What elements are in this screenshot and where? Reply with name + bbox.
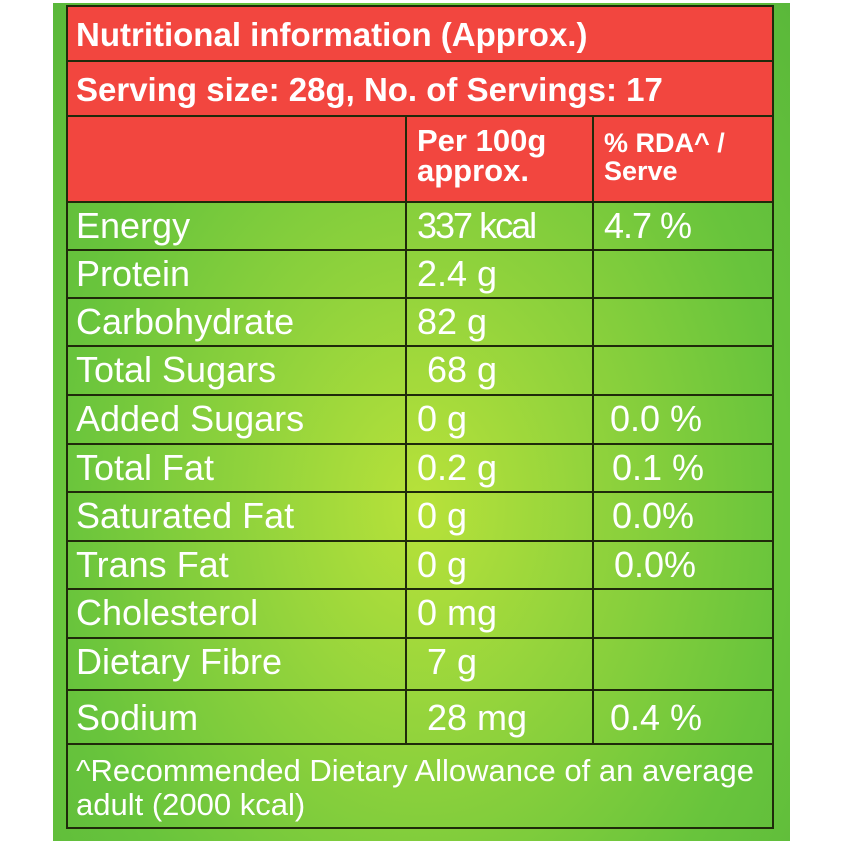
table-row: Saturated Fat 0 g 0.0%: [68, 493, 772, 542]
rda-value: 0.0%: [592, 542, 772, 588]
per-100g-value: 68 g: [405, 347, 592, 394]
per-100g-value: 0 g: [405, 396, 592, 443]
per-100g-value: 82 g: [405, 299, 592, 345]
per-100g-value: 28 mg: [405, 691, 592, 743]
nutrient-name: Added Sugars: [76, 398, 305, 439]
nutrient-name: Cholesterol: [76, 592, 259, 633]
table-row: Sodium 28 mg 0.4 %: [68, 691, 772, 745]
nutrient-name: Dietary Fibre: [76, 641, 283, 682]
nutrient-name: Saturated Fat: [76, 495, 295, 536]
table-row: Dietary Fibre 7 g: [68, 639, 772, 691]
rda-value: [592, 251, 772, 297]
nutrient-name: Protein: [76, 253, 191, 294]
table-row: Cholesterol 0 mg: [68, 590, 772, 639]
nutrient-name: Total Sugars: [76, 349, 277, 390]
nutrient-name: Sodium: [76, 697, 199, 738]
table-row: Carbohydrate 82 g: [68, 299, 772, 347]
header-rda-per-serve: % RDA^ / Serve: [592, 117, 772, 201]
rda-value: [592, 590, 772, 637]
footnote: ^Recommended Dietary Allowance of an ave…: [76, 753, 754, 822]
rda-value: [592, 347, 772, 394]
nutrition-label: Nutritional information (Approx.) Servin…: [66, 5, 774, 829]
table-row: Total Sugars 68 g: [68, 347, 772, 396]
rda-value: 4.7 %: [592, 203, 772, 249]
per-100g-value: 0 g: [405, 493, 592, 540]
rda-value: 0.1 %: [592, 445, 772, 491]
nutrient-name: Carbohydrate: [76, 301, 295, 342]
table-row: Total Fat 0.2 g 0.1 %: [68, 445, 772, 493]
rda-value: 0.0%: [592, 493, 772, 540]
table-row: Added Sugars 0 g 0.0 %: [68, 396, 772, 445]
per-100g-value: 337 kcal: [405, 203, 592, 249]
table-row: Protein 2.4 g: [68, 251, 772, 299]
nutrient-name: Total Fat: [76, 447, 215, 488]
table-row: Trans Fat 0 g 0.0%: [68, 542, 772, 590]
header-per-100g: Per 100g approx.: [405, 117, 592, 201]
nutrient-name: Energy: [76, 205, 191, 246]
rda-value: 0.4 %: [592, 691, 772, 743]
per-100g-value: 0 mg: [405, 590, 592, 637]
per-100g-value: 0 g: [405, 542, 592, 588]
nutrient-name: Trans Fat: [76, 544, 229, 585]
label-title: Nutritional information (Approx.): [68, 7, 772, 62]
per-100g-value: 7 g: [405, 639, 592, 689]
table-header-row: Per 100g approx. % RDA^ / Serve: [68, 117, 772, 203]
rda-value: 0.0 %: [592, 396, 772, 443]
per-100g-value: 2.4 g: [405, 251, 592, 297]
serving-info: Serving size: 28g, No. of Servings: 17: [68, 62, 772, 117]
rda-value: [592, 639, 772, 689]
table-row: Energy 337 kcal 4.7 %: [68, 203, 772, 251]
rda-value: [592, 299, 772, 345]
per-100g-value: 0.2 g: [405, 445, 592, 491]
header-nutrient: [68, 117, 405, 201]
